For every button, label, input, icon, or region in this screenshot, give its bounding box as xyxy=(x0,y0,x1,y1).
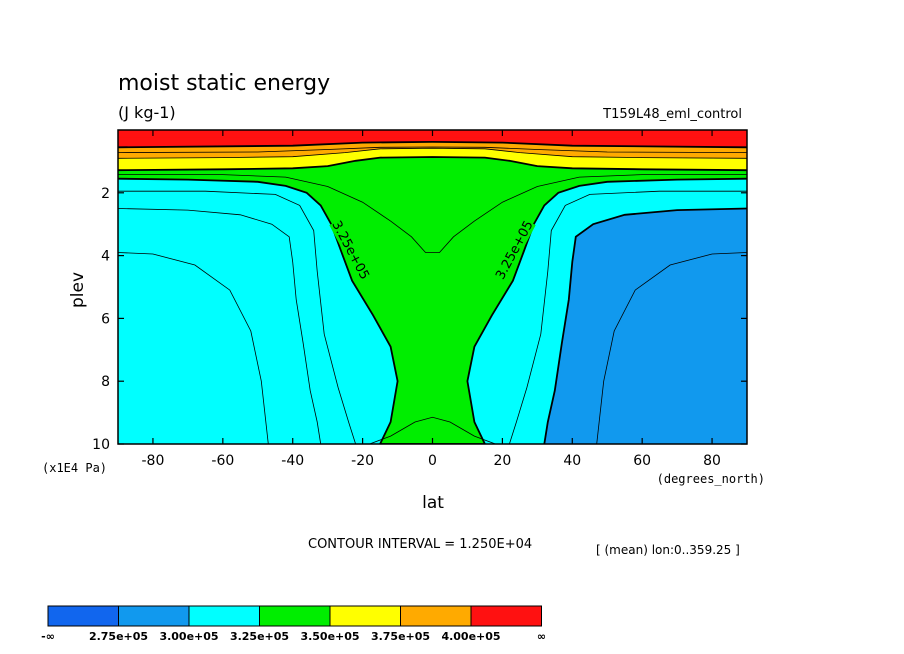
colorbar-label: ∞ xyxy=(537,630,546,643)
x-tick-label: 0 xyxy=(428,453,437,469)
colorbar-swatch xyxy=(259,605,331,627)
colorbar-swatch xyxy=(188,605,260,627)
y-axis: 2 4 6 8 10 xyxy=(92,186,747,453)
filled-contours xyxy=(118,130,747,444)
contour-line-375000 xyxy=(118,147,747,159)
colorbar-swatch xyxy=(47,605,119,627)
contour-line-362500 xyxy=(118,146,747,154)
colorbar-label: 3.75e+05 xyxy=(371,630,430,643)
y-tick-label: 4 xyxy=(101,249,110,265)
y-tick-label: 8 xyxy=(101,374,110,390)
y-tick-label: 10 xyxy=(92,437,110,453)
x-tick-label: 40 xyxy=(563,453,581,469)
y-axis-label: plev xyxy=(68,272,88,308)
y-tick-label: 2 xyxy=(101,186,110,202)
colorbar: -∞ 2.75e+05 3.00e+05 3.25e+05 3.50e+05 3.75e+… xyxy=(41,605,546,643)
contour-line-300000 xyxy=(118,208,322,444)
x-tick-label: -40 xyxy=(281,453,304,469)
contour-line-350000 xyxy=(118,156,747,172)
colorbar-swatch xyxy=(118,605,190,627)
contour-line-400000 xyxy=(118,140,747,149)
colorbar-label: 4.00e+05 xyxy=(441,630,500,643)
x-tick-label: 60 xyxy=(633,453,651,469)
contour-line-312500 xyxy=(118,190,356,444)
colorbar-swatch xyxy=(400,605,472,627)
colorbar-label: 3.50e+05 xyxy=(300,630,359,643)
contour-line-337500 xyxy=(118,174,747,253)
colorbar-swatch xyxy=(470,605,542,627)
x-tick-label: -80 xyxy=(142,453,165,469)
contour-line-287500 xyxy=(118,252,269,444)
contour-line-287500-east xyxy=(596,252,747,444)
contour-lines xyxy=(118,140,747,444)
colorbar-swatch xyxy=(329,605,401,627)
y-tick-label: 6 xyxy=(101,311,110,327)
contour-line-300000-east xyxy=(543,207,747,444)
contour-label-bg-1 xyxy=(494,219,536,282)
colorbar-label: -∞ xyxy=(41,630,55,643)
x-tick-label: -60 xyxy=(211,453,234,469)
x-axis-units: (degrees_north) xyxy=(657,472,765,486)
chart-units: (J kg-1) xyxy=(118,103,176,122)
x-axis: -80 -60 -40 -20 0 20 40 60 80 xyxy=(142,130,721,469)
contour-interval-note: CONTOUR INTERVAL = 1.250E+04 xyxy=(308,537,532,552)
run-label: T159L48_eml_control xyxy=(602,107,742,122)
contour-line-337500b xyxy=(369,416,496,444)
colorbar-label: 3.25e+05 xyxy=(230,630,289,643)
colorbar-label: 2.75e+05 xyxy=(89,630,148,643)
x-axis-label: lat xyxy=(422,493,444,513)
x-tick-label: 20 xyxy=(493,453,511,469)
contour-line-325000 xyxy=(118,177,747,444)
chart-title: moist static energy xyxy=(118,71,330,96)
mean-note: [ (mean) lon:0..359.25 ] xyxy=(596,543,740,557)
x-tick-label: 80 xyxy=(703,453,721,469)
contour-label-bg-0 xyxy=(329,219,371,282)
colorbar-label: 3.00e+05 xyxy=(159,630,218,643)
y-axis-units: (x1E4 Pa) xyxy=(42,461,107,475)
x-tick-label: -20 xyxy=(351,453,374,469)
contour-line-312500-east xyxy=(509,190,747,444)
fill-region-300000-east xyxy=(544,208,747,444)
